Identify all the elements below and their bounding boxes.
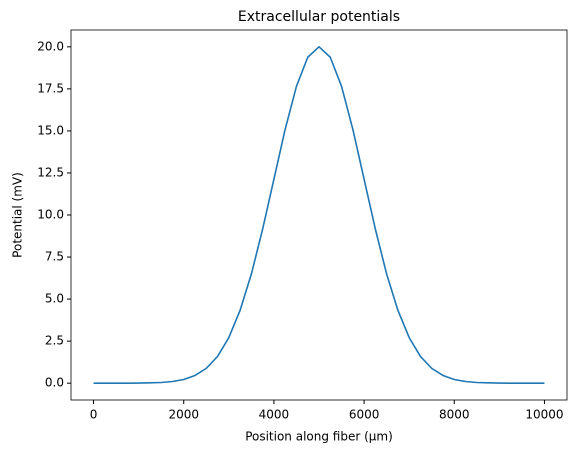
line-series: [93, 46, 545, 384]
y-tick-label: 7.5: [45, 250, 64, 264]
x-axis-label: Position along fiber (μm): [245, 430, 393, 444]
x-tick-label: 6000: [349, 408, 380, 422]
x-tick-label: 0: [90, 408, 98, 422]
y-tick-label: 20.0: [37, 39, 64, 53]
y-tick-label: 10.0: [37, 208, 64, 222]
y-tick-label: 0.0: [45, 376, 64, 390]
y-tick-label: 17.5: [37, 81, 64, 95]
x-tick-label: 10000: [525, 408, 563, 422]
y-tick-label: 12.5: [37, 165, 64, 179]
y-tick-label: 15.0: [37, 123, 64, 137]
y-tick-label: 5.0: [45, 292, 64, 306]
chart-title: Extracellular potentials: [238, 9, 400, 25]
plot-frame: [70, 29, 568, 401]
x-tick-label: 4000: [259, 408, 290, 422]
y-axis-label: Potential (mV): [11, 172, 25, 258]
x-tick-label: 2000: [168, 408, 199, 422]
y-tick-label: 2.5: [45, 334, 64, 348]
x-tick-label: 8000: [439, 408, 470, 422]
